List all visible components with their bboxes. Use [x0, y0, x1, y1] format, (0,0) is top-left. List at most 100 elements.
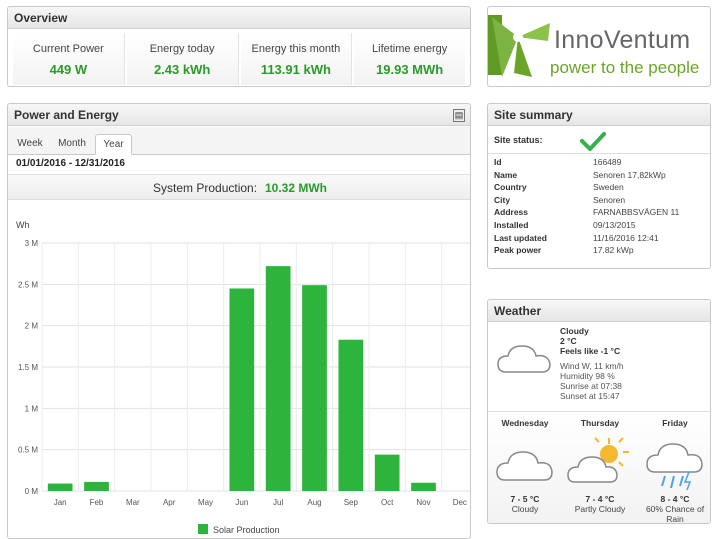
bar — [411, 482, 436, 491]
x-tick-label: May — [198, 498, 213, 507]
lifetime-energy-cell: Lifetime energy 19.93 MWh — [354, 33, 465, 85]
current-weather: Cloudy 2 °C Feels like -1 °C — [560, 326, 620, 356]
bar — [265, 266, 291, 491]
tab-month[interactable]: Month — [58, 138, 86, 149]
forecast-day-name: Thursday — [580, 418, 620, 428]
site-field-key: Name — [494, 169, 518, 180]
energy-month-value: 113.91 kWh — [260, 62, 331, 77]
bar — [338, 339, 364, 491]
system-production-label: System Production: — [153, 181, 258, 195]
weather-title: Weather — [488, 300, 710, 322]
power-energy-panel: Power and Energy ▤ Week Month Year 01/01… — [7, 103, 471, 539]
x-tick-label: Oct — [381, 498, 394, 507]
weather-details: Wind W, 11 km/h Humidity 98 % Sunrise at… — [560, 361, 624, 401]
site-status-label: Site status: — [494, 135, 543, 145]
current-power-cell: Current Power 449 W — [13, 33, 125, 85]
current-temp: 2 °C — [560, 336, 577, 346]
forecast-day-name: Wednesday — [501, 418, 549, 428]
energy-bar-chart: Wh 0 M 0.5 M 1 M 1.5 M 2 M 2.5 M 3 M Jan Feb Mar Ap… — [16, 220, 470, 535]
overview-panel: Overview Current Power 449 W Energy toda… — [7, 6, 471, 87]
site-field-value: Sweden — [593, 182, 624, 193]
x-tick-label: Mar — [126, 498, 140, 507]
site-summary-panel: Site summary Site status: Id 166489 Name Se… — [487, 103, 711, 269]
legend-label: Solar Production — [213, 525, 280, 535]
forecast-desc: Cloudy — [511, 504, 539, 514]
current-condition: Cloudy — [560, 326, 589, 336]
x-tick-label: Apr — [163, 498, 176, 507]
weather-panel: Weather Cloudy 2 °C Feels like -1 °C Win… — [487, 299, 711, 524]
wind-turbine-logo-icon — [488, 15, 550, 77]
y-tick-label: 0 M — [25, 487, 39, 496]
period-tabs: Week Month Year — [8, 127, 470, 155]
site-field-value: 11/16/2016 12:41 — [593, 232, 659, 243]
site-field-key: City — [494, 194, 511, 205]
forecast-day: Friday 8 - 4 °C 60% Chance of Rain — [638, 418, 710, 524]
y-tick-label: 0.5 M — [18, 446, 38, 455]
y-tick-label: 3 M — [25, 239, 39, 248]
site-field-value: 17.82 kWp — [593, 245, 634, 256]
legend-swatch — [198, 524, 208, 534]
forecast-desc: Partly Cloudy — [574, 504, 626, 514]
forecast-day-name: Friday — [662, 418, 688, 428]
energy-month-cell: Energy this month 113.91 kWh — [240, 33, 353, 85]
current-power-value: 449 W — [49, 62, 88, 77]
site-field-key: Country — [494, 182, 527, 193]
cloud-icon — [497, 345, 551, 373]
x-tick-label: Aug — [307, 498, 321, 507]
sunset: Sunset at 15:47 — [560, 391, 620, 401]
energy-today-label: Energy today — [149, 43, 215, 55]
current-power-label: Current Power — [32, 43, 104, 55]
tab-week[interactable]: Week — [17, 138, 43, 149]
partly-cloudy-icon — [567, 437, 629, 483]
x-tick-label: Feb — [90, 498, 104, 507]
y-tick-label: 1.5 M — [18, 363, 38, 372]
forecast-temp: 7 - 4 °C — [585, 494, 615, 504]
humidity: Humidity 98 % — [560, 371, 615, 381]
tab-year[interactable]: Year — [95, 134, 132, 155]
site-field-key: Id — [494, 157, 502, 167]
x-tick-label: Dec — [453, 498, 467, 507]
energy-today-cell: Energy today 2.43 kWh — [126, 33, 239, 85]
x-tick-label: Jun — [235, 498, 248, 507]
bar — [84, 481, 109, 491]
forecast-temp: 7 - 5 °C — [510, 494, 540, 504]
overview-title: Overview — [8, 7, 470, 29]
export-icon[interactable]: ▤ — [453, 109, 465, 122]
y-axis-label: Wh — [16, 220, 30, 230]
forecast: Wednesday 7 - 5 °C Cloudy Thursday — [488, 411, 710, 524]
system-production-bar: System Production: 10.32 MWh — [8, 174, 470, 200]
site-summary-title: Site summary — [488, 104, 710, 126]
power-energy-title: Power and Energy — [8, 104, 470, 126]
site-field-key: Peak power — [494, 245, 542, 256]
y-tick-label: 1 M — [25, 404, 39, 413]
lifetime-energy-value: 19.93 MWh — [376, 62, 444, 77]
wind: Wind W, 11 km/h — [560, 361, 624, 371]
x-tick-label: Nov — [416, 498, 430, 507]
cloud-icon — [496, 451, 553, 481]
bar — [47, 483, 73, 491]
forecast-desc: 60% Chance of — [645, 504, 705, 514]
y-tick-label: 2 M — [25, 322, 39, 331]
site-field-value: Senoren — [593, 194, 626, 205]
site-field-key: Installed — [494, 220, 529, 230]
rain-icon — [646, 443, 703, 491]
logo-panel: InnoVentum power to the people — [487, 6, 711, 87]
bar — [374, 454, 400, 491]
y-tick-label: 2.5 M — [18, 280, 38, 289]
forecast-desc-2: Rain — [666, 514, 684, 524]
bar — [229, 288, 255, 491]
x-tick-label: Jan — [54, 498, 67, 507]
check-icon — [580, 132, 606, 151]
feels-like: Feels like -1 °C — [560, 346, 621, 356]
x-tick-label: Jul — [273, 498, 283, 507]
site-field-value: 09/13/2015 — [593, 220, 636, 230]
bar — [302, 285, 327, 491]
logo-wordmark: InnoVentum — [554, 26, 691, 54]
energy-today-value: 2.43 kWh — [153, 62, 211, 77]
forecast-temp: 8 - 4 °C — [660, 494, 690, 504]
site-field-value: Senoren 17,82kWp — [593, 169, 666, 180]
site-field-value: 166489 — [593, 157, 622, 167]
sunrise: Sunrise at 07:38 — [560, 381, 622, 391]
site-field-value: FARNABBSVÄGEN 11 — [593, 207, 680, 218]
system-production-value: 10.32 MWh — [265, 181, 328, 195]
